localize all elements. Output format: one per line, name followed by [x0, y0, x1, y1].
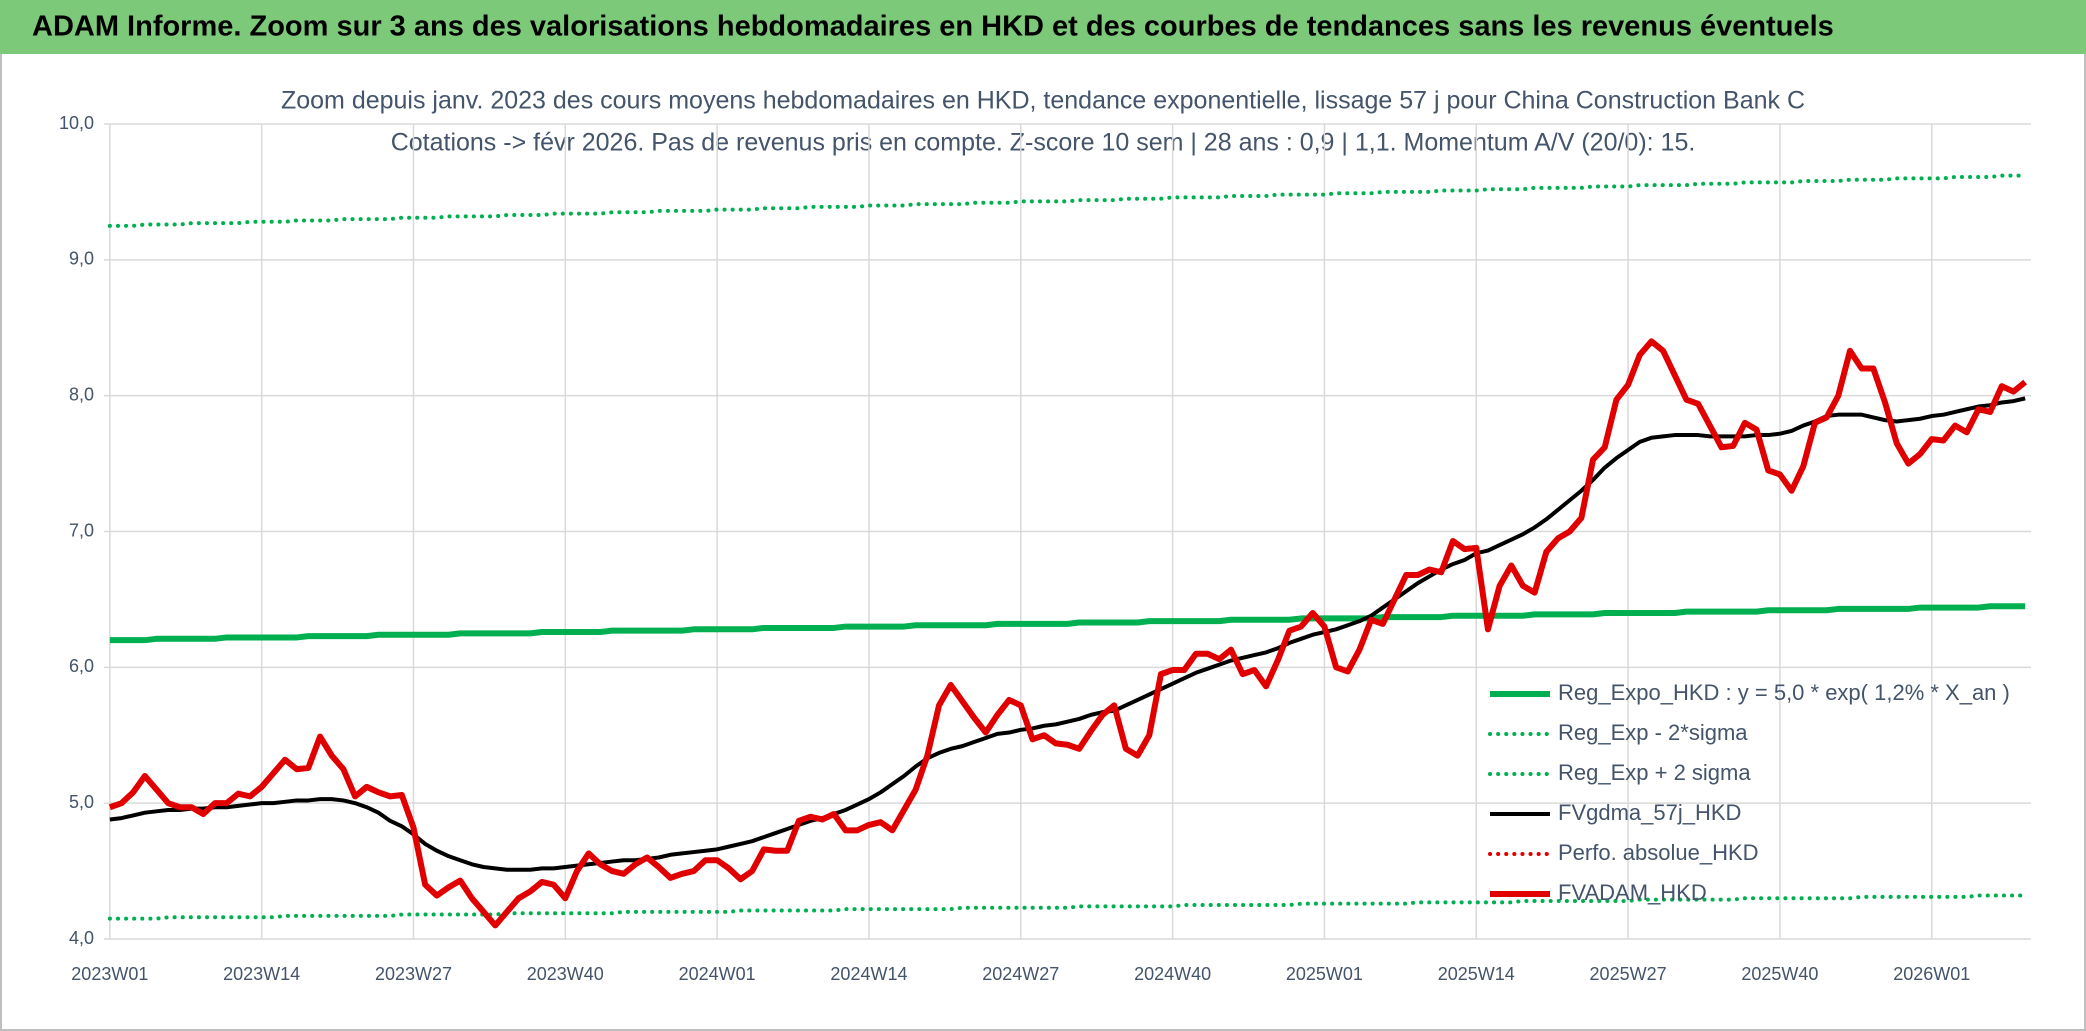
series-line: [109, 603, 2026, 644]
x-tick-label: 2026W01: [1893, 964, 1970, 984]
x-tick-label: 2025W01: [1286, 964, 1363, 984]
subtitle: Zoom depuis janv. 2023 des cours moyens …: [281, 87, 1805, 115]
legend-label: FVgdma_57j_HKD: [1558, 800, 1741, 825]
chart-title: ADAM Informe. Zoom sur 3 ans des valoris…: [32, 11, 1834, 43]
y-tick-label: 5,0: [69, 792, 94, 812]
header-band: [0, 0, 2086, 54]
x-tick-label: 2025W14: [1438, 964, 1515, 984]
series-line: [109, 396, 2026, 872]
y-tick-label: 9,0: [69, 249, 94, 269]
grid: [104, 123, 2031, 940]
x-tick-label: 2024W14: [830, 964, 907, 984]
x-tick-label: 2023W40: [527, 964, 604, 984]
y-tick-label: 6,0: [69, 656, 94, 676]
series-line: [108, 338, 2028, 929]
x-tick-label: 2023W01: [71, 964, 148, 984]
y-tick-label: 4,0: [69, 928, 94, 948]
legend-label: FVADAM_HKD: [1558, 880, 1707, 905]
subtitle: Cotations -> févr 2026. Pas de revenus p…: [391, 129, 1696, 157]
legend-label: Reg_Expo_HKD : y = 5,0 * exp( 1,2% * X_a…: [1558, 680, 2010, 705]
x-tick-label: 2024W40: [1134, 964, 1211, 984]
x-tick-label: 2025W27: [1590, 964, 1667, 984]
series-line: [107, 893, 2028, 921]
x-tick-label: 2023W14: [223, 964, 300, 984]
legend-label: Perfo. absolue_HKD: [1558, 840, 1759, 865]
x-tick-label: 2024W01: [679, 964, 756, 984]
y-tick-label: 8,0: [69, 384, 94, 404]
x-tick-label: 2024W27: [982, 964, 1059, 984]
x-tick-label: 2023W27: [375, 964, 452, 984]
y-tick-label: 10,0: [59, 113, 94, 133]
subtitle-backdrop: [278, 78, 1808, 166]
y-tick-label: 7,0: [69, 520, 94, 540]
x-tick-label: 2025W40: [1741, 964, 1818, 984]
legend-label: Reg_Exp - 2*sigma: [1558, 720, 1748, 745]
legend-label: Reg_Exp + 2 sigma: [1558, 760, 1751, 785]
